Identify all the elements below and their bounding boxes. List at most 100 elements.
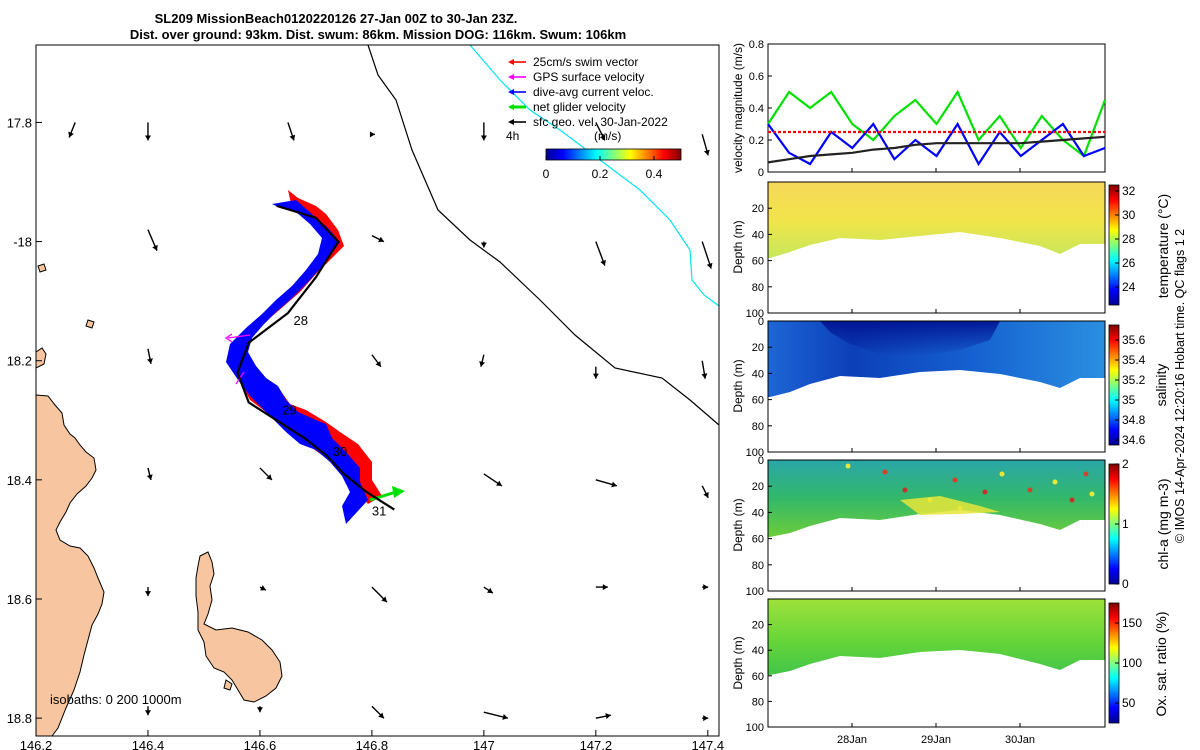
current-arrow-head xyxy=(378,712,384,719)
current-arrow-head xyxy=(144,710,151,716)
oxygen-field xyxy=(768,599,1105,675)
gps-arrow-head xyxy=(224,333,233,343)
swim-vector-swath xyxy=(234,190,382,504)
depth-tick-label: 80 xyxy=(752,560,764,572)
temperature-colorbar xyxy=(1108,184,1120,306)
map-y-tick-label: 18.8 xyxy=(7,711,32,726)
current-arrow-head xyxy=(703,149,710,156)
colorbar-tick-label: 100 xyxy=(1122,656,1142,670)
chlorophyll-hotspot xyxy=(927,497,933,503)
oxygen-colorbar-label: Ox. sat. ratio (%) xyxy=(1153,611,1169,716)
chlorophyll-hotspot xyxy=(1027,487,1033,493)
depth-tick-label: 100 xyxy=(746,447,764,459)
current-arrow-head xyxy=(260,585,266,591)
chlorophyll-hotspot xyxy=(982,489,988,495)
map-x-tick-label: 146.2 xyxy=(20,738,53,750)
chlorophyll-hotspot xyxy=(845,463,851,469)
current-arrow-head xyxy=(378,236,384,243)
current-arrow-head xyxy=(502,714,508,720)
oxygen-y-ticks: 20 40 60 80 100 xyxy=(746,620,772,734)
colorbar-tick-label: 2 xyxy=(1122,457,1129,471)
salinity-fresh-surface xyxy=(820,321,1000,356)
title-line-1: SL209 MissionBeach0120220126 27-Jan 00Z … xyxy=(155,11,518,26)
depth-tick-label: 80 xyxy=(752,696,764,708)
current-arrow-head xyxy=(703,584,709,591)
colorbar-tick-label: 35.2 xyxy=(1122,373,1146,387)
map-x-tick-label: 146.8 xyxy=(356,738,389,750)
legend-swatch-head xyxy=(508,59,514,65)
current-arrow-head xyxy=(599,134,606,141)
legend-swatch-head xyxy=(508,89,514,95)
chlorophyll-hotspot xyxy=(952,477,958,483)
velocity-y-tick-label: 0 xyxy=(758,167,764,179)
map-y-ticks: 17.8 -18 18.2 18.4 18.6 18.8 xyxy=(7,115,42,726)
time-axis-ticks: 28Jan 29Jan 30Jan xyxy=(837,168,1035,746)
net-arrow-head xyxy=(392,486,405,498)
current-arrow-head xyxy=(146,474,153,480)
temperature-colorbar-ticks: 24 26 28 30 32 xyxy=(1115,184,1136,294)
current-arrow-head xyxy=(496,480,502,486)
depth-tick-label: 20 xyxy=(752,620,764,632)
current-arrow-head xyxy=(480,135,487,141)
day-label: 31 xyxy=(372,504,386,519)
chlorophyll-max-layer xyxy=(900,496,1000,515)
current-arrow-head xyxy=(480,242,487,248)
depth-tick-label: 20 xyxy=(752,481,764,493)
legend-label: 25cm/s swim vector xyxy=(533,55,638,69)
island-small-2 xyxy=(85,319,95,329)
colorbar-tick-label: 35.4 xyxy=(1122,353,1146,367)
map-x-tick-label: 147.2 xyxy=(580,738,613,750)
oxygen-ylabel: Depth (m) xyxy=(731,636,745,689)
time-tick-label: 28Jan xyxy=(837,734,867,746)
depth-tick-label: 40 xyxy=(752,645,764,657)
salinity-y-ticks: 0 20 40 60 80 100 xyxy=(746,316,772,459)
chlorophyll-panel: 0 20 40 60 80 100 Depth (m) 0 1 2 chl-a (mg m-3… xyxy=(731,455,1171,598)
current-arrow-head xyxy=(701,373,708,379)
title-line-2: Dist. over ground: 93km. Dist. swum: 86k… xyxy=(130,27,626,42)
colorbar-tick-label: 32 xyxy=(1122,184,1136,198)
current-arrow-head xyxy=(68,131,74,138)
colorbar-tick-label: 0 xyxy=(1122,577,1129,591)
colorbar-tick-label: 35 xyxy=(1122,393,1136,407)
credit-line: © IMOS 14-Apr-2024 12:20:16 Hobart time.… xyxy=(1173,229,1187,543)
depth-tick-label: 60 xyxy=(752,671,764,683)
colorbar-tick-label: 34.8 xyxy=(1122,413,1146,427)
depth-tick-label: 0 xyxy=(758,316,764,328)
current-arrow-head xyxy=(369,131,375,138)
salinity-colorbar xyxy=(1108,324,1120,446)
depth-tick-label: 100 xyxy=(746,586,764,598)
isobath-label: isobaths: 0 200 1000m xyxy=(50,692,182,707)
speed-colorbar-tick-label: 0 xyxy=(543,167,550,181)
chlorophyll-ylabel: Depth (m) xyxy=(731,498,745,551)
map-x-tick-label: 147 xyxy=(473,738,495,750)
current-arrow-head xyxy=(479,361,485,367)
chlorophyll-hotspots xyxy=(845,463,1095,511)
legend-swatch-head xyxy=(508,74,514,80)
legend-label: sfc geo. vel. 30-Jan-2022 xyxy=(533,115,668,129)
mainland-coast xyxy=(35,394,105,737)
salinity-panel: 0 20 40 60 80 100 Depth (m) 34.6 34.8 35 35.2 35.… xyxy=(731,316,1169,459)
colorbar-unit: (m/s) xyxy=(594,129,621,143)
day-label: 28 xyxy=(294,313,308,328)
salinity-colorbar-ticks: 34.6 34.8 35 35.2 35.4 35.6 xyxy=(1115,333,1146,447)
colorbar-tick-label: 28 xyxy=(1122,232,1136,246)
current-arrow-head xyxy=(611,481,617,488)
current-arrow-head xyxy=(703,491,709,498)
glider-track-swath xyxy=(226,190,382,524)
colorbar-tick-label: 50 xyxy=(1122,696,1136,710)
depth-tick-label: 40 xyxy=(752,507,764,519)
depth-tick-label: 20 xyxy=(752,203,764,215)
time-tick-label: 30Jan xyxy=(1005,734,1035,746)
velocity-y-ticks: 0 0.2 0.4 0.6 0.8 xyxy=(749,39,772,179)
velocity-panel: 0 0.2 0.4 0.6 0.8 velocity magnitude (m/s) xyxy=(731,39,1107,179)
current-arrow-head xyxy=(592,373,599,379)
velocity-y-tick-label: 0.2 xyxy=(749,135,764,147)
temperature-colorbar-label: temperature (°C) xyxy=(1155,194,1171,298)
map-y-tick-label: 18.2 xyxy=(7,354,32,369)
day-label: 29 xyxy=(282,402,296,417)
current-arrow-head xyxy=(487,587,493,594)
velocity-series-line xyxy=(767,135,1106,164)
